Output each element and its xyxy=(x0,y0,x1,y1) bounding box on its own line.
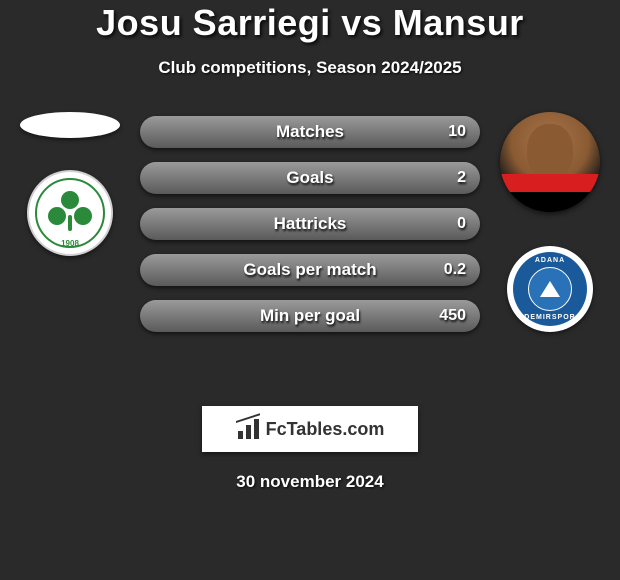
stat-label: Min per goal xyxy=(140,300,480,332)
player-photo-right xyxy=(500,112,600,212)
stat-value: 0.2 xyxy=(444,254,466,286)
stat-bar-min-per-goal: Min per goal 450 xyxy=(140,300,480,332)
stat-bar-goals-per-match: Goals per match 0.2 xyxy=(140,254,480,286)
stat-bar-matches: Matches 10 xyxy=(140,116,480,148)
page-title: Josu Sarriegi vs Mansur xyxy=(0,2,620,44)
right-club-name-bottom: DEMIRSPOR xyxy=(507,314,593,321)
stat-bar-hattricks: Hattricks 0 xyxy=(140,208,480,240)
left-player-column: 1908 xyxy=(10,112,130,256)
stat-label: Hattricks xyxy=(140,208,480,240)
player-photo-placeholder-left xyxy=(20,112,120,138)
stat-value: 10 xyxy=(448,116,466,148)
stats-row: 1908 Matches 10 Goals 2 Hattricks 0 Goal… xyxy=(0,116,620,376)
card-date: 30 november 2024 xyxy=(0,472,620,492)
stat-value: 0 xyxy=(457,208,466,240)
right-club-name-top: ADANA xyxy=(507,257,593,264)
page-subtitle: Club competitions, Season 2024/2025 xyxy=(0,58,620,78)
comparison-card: Josu Sarriegi vs Mansur Club competition… xyxy=(0,0,620,492)
brand-badge[interactable]: FcTables.com xyxy=(202,406,418,452)
right-player-column: ADANA DEMIRSPOR xyxy=(490,112,610,332)
stat-label: Matches xyxy=(140,116,480,148)
stat-bars: Matches 10 Goals 2 Hattricks 0 Goals per… xyxy=(140,116,480,346)
stat-bar-goals: Goals 2 xyxy=(140,162,480,194)
stat-value: 2 xyxy=(457,162,466,194)
left-club-badge: 1908 xyxy=(27,170,113,256)
stat-label: Goals per match xyxy=(140,254,480,286)
left-club-year: 1908 xyxy=(29,239,111,248)
stat-label: Goals xyxy=(140,162,480,194)
plane-icon xyxy=(528,267,572,311)
stat-value: 450 xyxy=(439,300,466,332)
bar-chart-icon xyxy=(236,419,260,439)
shamrock-icon xyxy=(50,193,90,233)
right-club-badge: ADANA DEMIRSPOR xyxy=(507,246,593,332)
brand-text: FcTables.com xyxy=(266,419,385,440)
